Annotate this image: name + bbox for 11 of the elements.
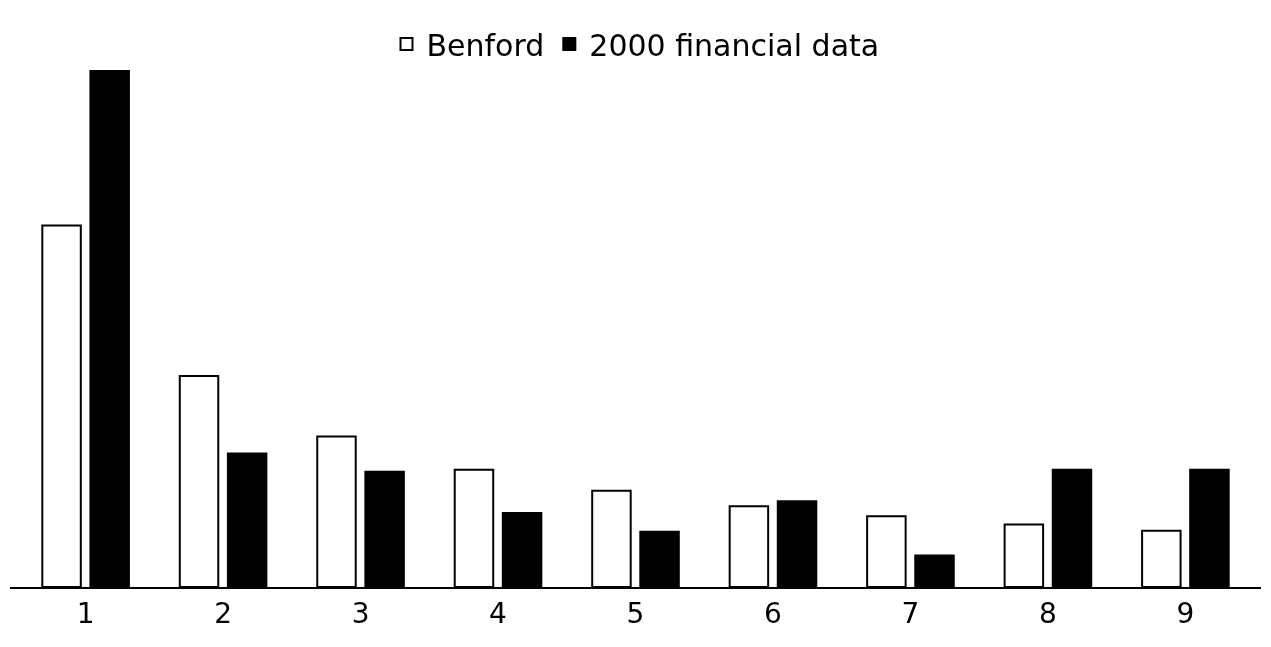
x-tick-label: 5 [626,596,645,630]
legend-label: Benford [426,27,545,63]
x-tick-label: 6 [764,596,782,630]
x-tick-label: 3 [351,596,370,630]
x-tick-label: 1 [76,596,95,630]
x-tick-label: 7 [901,596,920,630]
x-tick-label: 8 [1039,596,1057,630]
x-tick-label: 9 [1176,596,1195,630]
x-tick-label: 4 [489,596,507,630]
x-tick-label: 2 [214,596,232,630]
legend-label: 2000 financial data [589,27,880,63]
